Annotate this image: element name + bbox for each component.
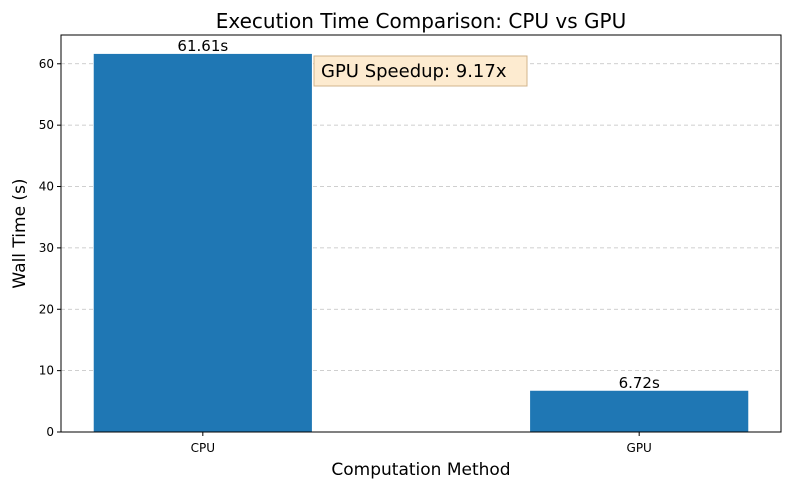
x-axis-ticks: CPU GPU	[191, 432, 652, 455]
y-tick-label: 50	[39, 118, 54, 132]
y-tick-label: 60	[39, 57, 54, 71]
y-tick-label: 0	[46, 425, 54, 439]
data-label-gpu: 6.72s	[619, 374, 660, 392]
y-tick-label: 40	[39, 180, 54, 194]
chart-title: Execution Time Comparison: CPU vs GPU	[216, 9, 626, 33]
data-labels: 61.61s 6.72s	[177, 37, 660, 392]
y-tick-label: 10	[39, 364, 54, 378]
y-tick-label: 30	[39, 241, 54, 255]
data-label-cpu: 61.61s	[177, 37, 228, 55]
bars	[93, 53, 749, 432]
annotation-text: GPU Speedup: 9.17x	[321, 61, 507, 82]
annotation-box	[313, 55, 528, 87]
y-tick-label: 20	[39, 302, 54, 316]
bar-cpu	[93, 53, 312, 432]
x-tick-label-cpu: CPU	[191, 441, 215, 455]
y-axis-ticks: 0 10 20 30 40 50 60	[39, 57, 61, 439]
bar-gpu	[530, 390, 749, 432]
speedup-annotation: GPU Speedup: 9.17x	[313, 55, 528, 87]
y-axis-label: Wall Time (s)	[10, 178, 30, 288]
x-axis-label: Computation Method	[331, 460, 510, 480]
plot-frame	[60, 34, 782, 433]
x-tick-label-gpu: GPU	[627, 441, 652, 455]
